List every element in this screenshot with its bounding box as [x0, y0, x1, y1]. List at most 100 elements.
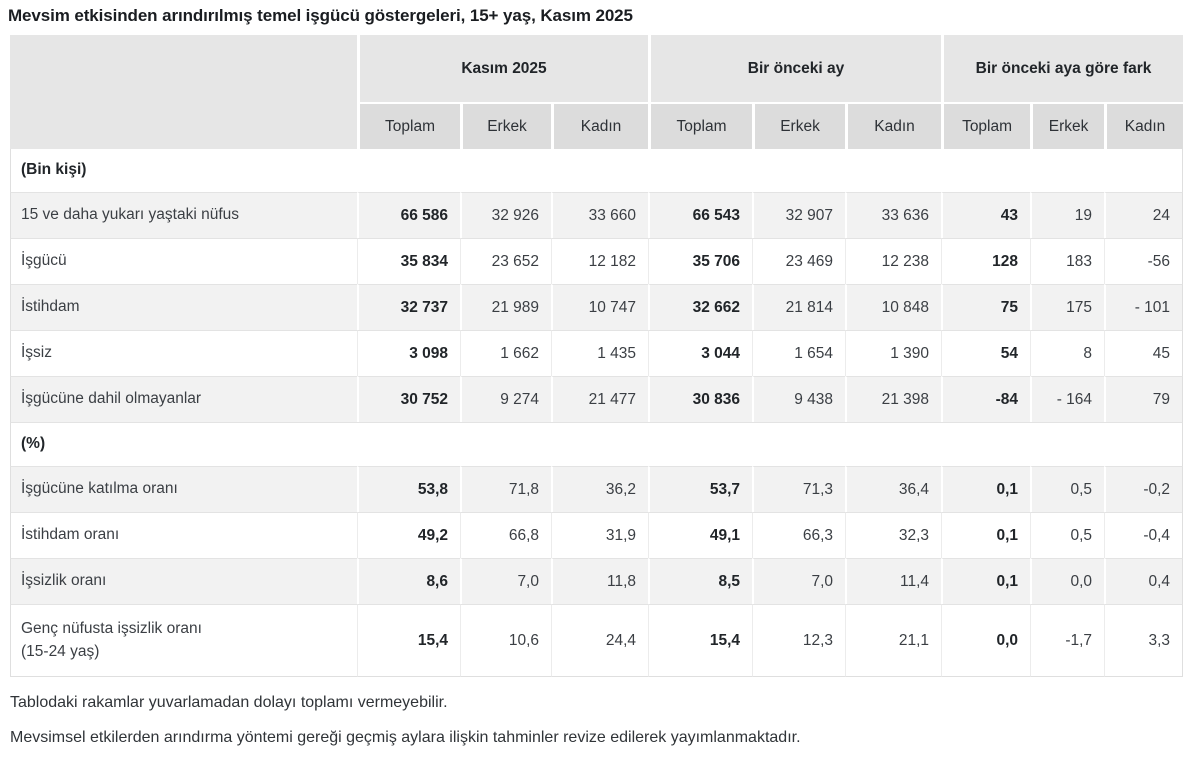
- cell-kasim-erkek: 1 662: [460, 330, 551, 376]
- cell-fark-erkek: 0,5: [1030, 466, 1105, 512]
- col-header-kasim-erkek: Erkek: [460, 102, 551, 149]
- cell-onceki-kadin: 33 636: [845, 192, 942, 238]
- labour-indicators-table: Kasım 2025 Bir önceki ay Bir önceki aya …: [10, 35, 1184, 677]
- cell-kasim-kadin: 21 477: [551, 376, 649, 422]
- cell-kasim-toplam: 53,8: [357, 466, 460, 512]
- cell-fark-erkek: 183: [1030, 238, 1105, 284]
- cell-fark-toplam: -84: [941, 376, 1031, 422]
- cell-kasim-erkek: 71,8: [460, 466, 551, 512]
- page-title: Mevsim etkisinden arındırılmış temel işg…: [8, 6, 633, 25]
- footnote-revision: Mevsimsel etkilerden arındırma yöntemi g…: [10, 729, 801, 746]
- cell-kasim-erkek: 23 652: [460, 238, 551, 284]
- row-label: İstihdam oranı: [10, 512, 357, 558]
- cell-kasim-erkek: 9 274: [460, 376, 551, 422]
- cell-fark-kadin: 45: [1104, 330, 1184, 376]
- section-row-bin-kisi: (Bin kişi): [10, 149, 1184, 192]
- footnote-rounding: Tablodaki rakamlar yuvarlamadan dolayı t…: [10, 694, 448, 711]
- cell-kasim-toplam: 66 586: [357, 192, 460, 238]
- cell-fark-toplam: 0,1: [941, 512, 1031, 558]
- cell-fark-kadin: 24: [1104, 192, 1184, 238]
- cell-onceki-erkek: 7,0: [752, 558, 846, 604]
- table-row-istihdam: İstihdam 32 737 21 989 10 747 32 662 21 …: [10, 284, 1184, 330]
- col-group-fark: Bir önceki aya göre fark: [941, 35, 1184, 102]
- col-header-onceki-toplam: Toplam: [648, 102, 753, 149]
- col-header-fark-kadin: Kadın: [1104, 102, 1184, 149]
- table-row-issiz: İşsiz 3 098 1 662 1 435 3 044 1 654 1 39…: [10, 330, 1184, 376]
- cell-fark-toplam: 0,1: [941, 558, 1031, 604]
- cell-onceki-toplam: 35 706: [648, 238, 753, 284]
- col-header-onceki-kadin: Kadın: [845, 102, 942, 149]
- cell-onceki-erkek: 32 907: [752, 192, 846, 238]
- cell-kasim-kadin: 11,8: [551, 558, 649, 604]
- row-label: Genç nüfusta işsizlik oranı (15-24 yaş): [10, 604, 357, 677]
- cell-kasim-erkek: 10,6: [460, 604, 551, 677]
- cell-onceki-kadin: 1 390: [845, 330, 942, 376]
- cell-fark-toplam: 43: [941, 192, 1031, 238]
- row-label: İşgücüne katılma oranı: [10, 466, 357, 512]
- row-label: İşgücüne dahil olmayanlar: [10, 376, 357, 422]
- cell-onceki-toplam: 8,5: [648, 558, 753, 604]
- cell-kasim-kadin: 1 435: [551, 330, 649, 376]
- cell-fark-kadin: -0,4: [1104, 512, 1184, 558]
- cell-onceki-erkek: 12,3: [752, 604, 846, 677]
- cell-fark-erkek: 0,0: [1030, 558, 1105, 604]
- cell-kasim-kadin: 31,9: [551, 512, 649, 558]
- cell-onceki-kadin: 36,4: [845, 466, 942, 512]
- cell-kasim-kadin: 36,2: [551, 466, 649, 512]
- col-header-kasim-toplam: Toplam: [357, 102, 460, 149]
- cell-onceki-kadin: 21 398: [845, 376, 942, 422]
- cell-kasim-kadin: 12 182: [551, 238, 649, 284]
- cell-fark-kadin: - 101: [1104, 284, 1184, 330]
- cell-onceki-erkek: 66,3: [752, 512, 846, 558]
- cell-onceki-toplam: 49,1: [648, 512, 753, 558]
- row-label: İşsiz: [10, 330, 357, 376]
- cell-kasim-toplam: 49,2: [357, 512, 460, 558]
- cell-fark-kadin: -56: [1104, 238, 1184, 284]
- cell-kasim-kadin: 33 660: [551, 192, 649, 238]
- cell-fark-toplam: 0,0: [941, 604, 1031, 677]
- col-group-onceki-ay: Bir önceki ay: [648, 35, 942, 102]
- cell-fark-toplam: 128: [941, 238, 1031, 284]
- cell-onceki-toplam: 53,7: [648, 466, 753, 512]
- cell-fark-erkek: - 164: [1030, 376, 1105, 422]
- table-row-istihdam-orani: İstihdam oranı 49,2 66,8 31,9 49,1 66,3 …: [10, 512, 1184, 558]
- cell-fark-toplam: 75: [941, 284, 1031, 330]
- col-group-fark-label: Bir önceki aya göre fark: [975, 59, 1152, 77]
- cell-onceki-toplam: 15,4: [648, 604, 753, 677]
- cell-onceki-toplam: 3 044: [648, 330, 753, 376]
- cell-fark-kadin: -0,2: [1104, 466, 1184, 512]
- cell-onceki-toplam: 30 836: [648, 376, 753, 422]
- cell-kasim-kadin: 10 747: [551, 284, 649, 330]
- cell-fark-kadin: 79: [1104, 376, 1184, 422]
- table-row-katilma-orani: İşgücüne katılma oranı 53,8 71,8 36,2 53…: [10, 466, 1184, 512]
- cell-fark-erkek: 0,5: [1030, 512, 1105, 558]
- row-label: 15 ve daha yukarı yaştaki nüfus: [10, 192, 357, 238]
- section-heading: (%): [10, 422, 1184, 466]
- cell-onceki-erkek: 1 654: [752, 330, 846, 376]
- row-label: İstihdam: [10, 284, 357, 330]
- cell-fark-erkek: 175: [1030, 284, 1105, 330]
- cell-kasim-erkek: 66,8: [460, 512, 551, 558]
- cell-kasim-toplam: 32 737: [357, 284, 460, 330]
- row-label: İşgücü: [10, 238, 357, 284]
- cell-onceki-erkek: 23 469: [752, 238, 846, 284]
- cell-kasim-toplam: 15,4: [357, 604, 460, 677]
- cell-onceki-kadin: 12 238: [845, 238, 942, 284]
- cell-fark-toplam: 54: [941, 330, 1031, 376]
- cell-onceki-toplam: 66 543: [648, 192, 753, 238]
- col-header-onceki-erkek: Erkek: [752, 102, 846, 149]
- col-group-kasim-2025: Kasım 2025: [357, 35, 649, 102]
- cell-fark-toplam: 0,1: [941, 466, 1031, 512]
- table-row-nufus: 15 ve daha yukarı yaştaki nüfus 66 586 3…: [10, 192, 1184, 238]
- cell-fark-erkek: -1,7: [1030, 604, 1105, 677]
- cell-onceki-erkek: 9 438: [752, 376, 846, 422]
- cell-onceki-kadin: 32,3: [845, 512, 942, 558]
- cell-kasim-toplam: 30 752: [357, 376, 460, 422]
- cell-kasim-erkek: 21 989: [460, 284, 551, 330]
- table-row-issizlik-orani: İşsizlik oranı 8,6 7,0 11,8 8,5 7,0 11,4…: [10, 558, 1184, 604]
- section-row-yuzde: (%): [10, 422, 1184, 466]
- cell-kasim-toplam: 3 098: [357, 330, 460, 376]
- cell-fark-kadin: 3,3: [1104, 604, 1184, 677]
- cell-fark-erkek: 19: [1030, 192, 1105, 238]
- cell-fark-erkek: 8: [1030, 330, 1105, 376]
